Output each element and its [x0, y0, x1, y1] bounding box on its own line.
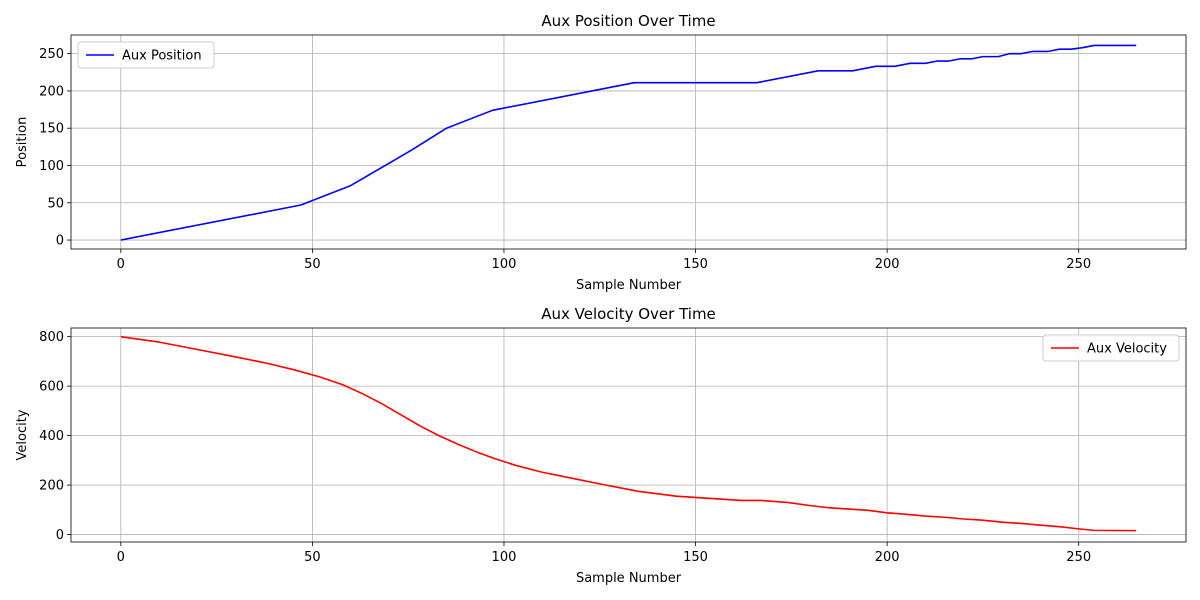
chart-0-legend-box — [77, 41, 215, 69]
chart-1-legend-box — [1042, 334, 1180, 362]
chart-1-x-tick-label: 100 — [492, 550, 517, 565]
chart-0-title: Aux Position Over Time — [541, 12, 715, 30]
chart-0-y-tick-label: 0 — [56, 234, 64, 249]
chart-0-plot-frame — [70, 34, 1187, 250]
chart-0-legend-label: Aux Position — [122, 49, 202, 64]
chart-1-legend-label: Aux Velocity — [1087, 342, 1167, 357]
chart-0-y-tick-label: 150 — [39, 122, 64, 137]
chart-0-x-tick-label: 250 — [1066, 257, 1091, 272]
chart-0-series-line-0 — [120, 44, 1137, 241]
chart-0-x-tick-label: 50 — [304, 257, 321, 272]
chart-1-x-tick-label: 0 — [117, 550, 125, 565]
chart-1-x-tick-label: 200 — [875, 550, 900, 565]
chart-1-y-axis-label: Velocity — [15, 409, 30, 460]
chart-0-x-tick-label: 100 — [492, 257, 517, 272]
chart-0-x-tick-label: 150 — [683, 257, 708, 272]
chart-0-y-axis-label: Position — [15, 117, 30, 168]
chart-1-x-axis-label: Sample Number — [576, 571, 682, 586]
chart-1-x-tick-label: 150 — [683, 550, 708, 565]
chart-1-plot-frame — [70, 327, 1187, 543]
chart-0-x-tick-label: 200 — [875, 257, 900, 272]
chart-0-y-tick-label: 200 — [39, 84, 64, 99]
chart-1-y-tick-label: 0 — [56, 528, 64, 543]
chart-1-y-tick-label: 400 — [39, 429, 64, 444]
chart-1-y-tick-label: 600 — [39, 380, 64, 395]
chart-0-x-axis-label: Sample Number — [576, 278, 682, 293]
chart-0-y-tick-label: 50 — [47, 196, 64, 211]
chart-0-y-tick-label: 100 — [39, 159, 64, 174]
chart-1-x-tick-label: 250 — [1066, 550, 1091, 565]
chart-1-series-line-0 — [120, 335, 1137, 532]
chart-0-y-tick-label: 250 — [39, 47, 64, 62]
chart-1-y-tick-label: 200 — [39, 479, 64, 494]
chart-1-title: Aux Velocity Over Time — [541, 305, 716, 323]
chart-0-x-tick-label: 0 — [117, 257, 125, 272]
chart-1-y-tick-label: 800 — [39, 330, 64, 345]
chart-1-x-tick-label: 50 — [304, 550, 321, 565]
